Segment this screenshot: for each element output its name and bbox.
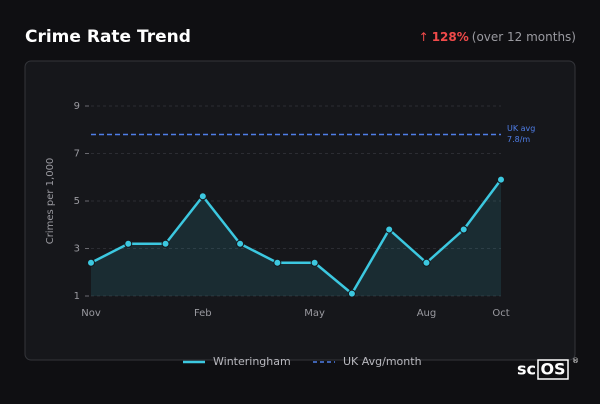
point — [161, 239, 170, 248]
x-tick-label: May — [304, 308, 325, 319]
y-axis-label: Crimes per 1,000 — [45, 158, 56, 245]
point — [198, 192, 207, 201]
legend-label: Winteringham — [213, 355, 291, 368]
x-tick-label: Feb — [194, 308, 212, 319]
point — [273, 258, 282, 267]
y-tick-label: 7 — [74, 149, 80, 160]
change-value: 128% — [432, 30, 469, 44]
point — [459, 225, 468, 234]
x-tick-label: Aug — [417, 308, 437, 319]
y-tick-label: 3 — [74, 244, 80, 255]
point — [347, 289, 356, 298]
point — [124, 239, 133, 248]
line — [90, 178, 503, 295]
change-arrow: ↑ — [419, 30, 429, 44]
reference-annotation: 7.8/m — [507, 135, 530, 144]
y-tick-label: 9 — [74, 101, 80, 112]
logo-box — [537, 359, 569, 380]
change-summary: ↑ 128% (over 12 months) — [419, 30, 576, 44]
y-tick-label: 5 — [74, 196, 80, 207]
logo-mark: ® — [572, 357, 579, 365]
chart-panel — [24, 60, 576, 361]
change-note: (over 12 months) — [472, 30, 576, 44]
point — [236, 239, 245, 248]
logo-boxed-text: OS — [540, 360, 565, 379]
logo-text: sc — [517, 360, 536, 379]
x-tick-label: Nov — [81, 308, 101, 319]
reference-annotation: UK avg — [507, 124, 535, 133]
point — [497, 175, 505, 184]
logo: sc OS ® — [517, 357, 579, 380]
x-tick-label: Oct — [492, 308, 509, 319]
y-tick-label: 1 — [74, 291, 80, 302]
point — [385, 225, 394, 234]
point — [310, 258, 319, 267]
point — [87, 258, 95, 267]
chart-title: Crime Rate Trend — [25, 27, 191, 47]
legend-label: UK Avg/month — [343, 355, 422, 368]
point — [422, 258, 431, 267]
